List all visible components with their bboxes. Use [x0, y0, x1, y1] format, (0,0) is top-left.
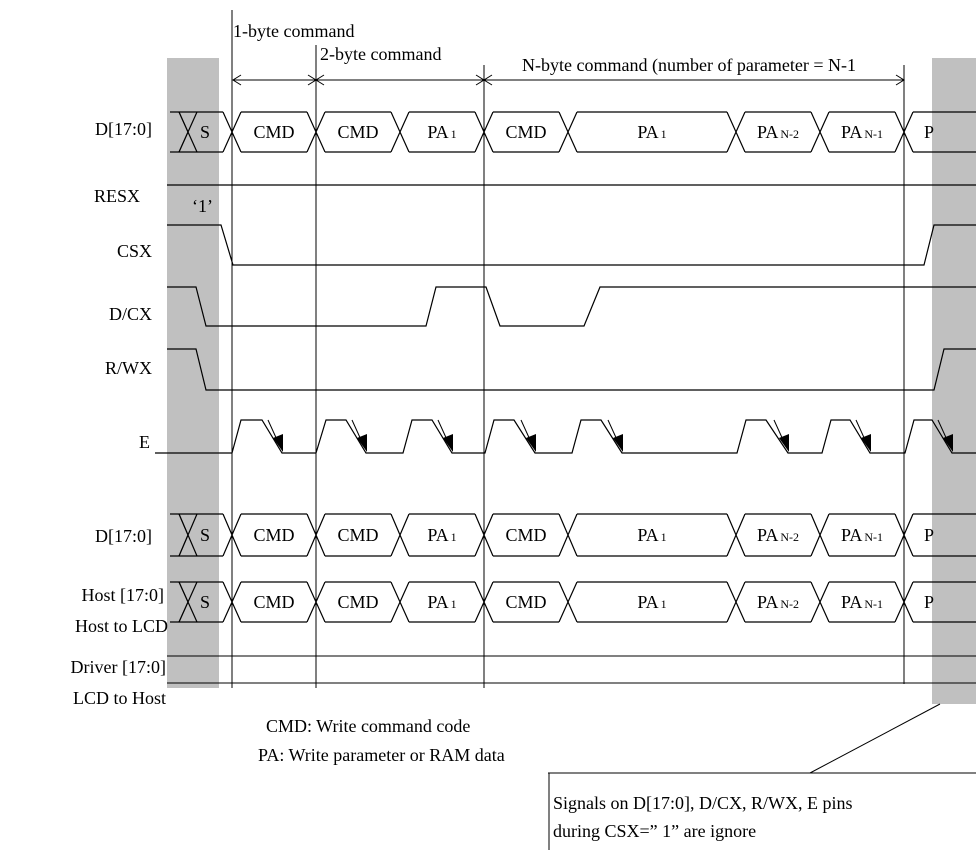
signal-label-driver-1: Driver [17:0]: [71, 657, 166, 677]
host-transition: [222, 581, 242, 623]
e-arrow-head: [526, 434, 536, 452]
host-transition: [894, 581, 914, 623]
bus-waveform-d-bottom: S CMD CMD PA 1 CMD PA 1 PA N-2 PA N-1 P: [170, 513, 976, 557]
d-top-transition: [810, 111, 830, 153]
shaded-region-end: [932, 58, 976, 704]
d-bottom-transition: [726, 513, 746, 557]
d-bottom-transition: [810, 513, 830, 557]
d-bottom-cell-cmd: CMD: [253, 525, 294, 545]
host-cell-pa: PA N-1: [841, 592, 883, 612]
e-arrow-head: [943, 434, 953, 452]
host-transition: [558, 581, 578, 623]
signal-label-host-2: Host to LCD: [75, 616, 168, 636]
d-bottom-cell-s: S: [200, 525, 210, 545]
host-lead: [178, 581, 189, 623]
d-bottom-transition: [390, 513, 410, 557]
header-1-byte-command: 1-byte command: [233, 21, 354, 41]
d-top-transition: [222, 111, 242, 153]
note-leader-line: [809, 703, 941, 774]
signal-label-dcx: D/CX: [109, 304, 152, 324]
d-bottom-transition: [474, 513, 494, 557]
header-2-byte-command: 2-byte command: [320, 44, 441, 64]
note-line-2: during CSX=” 1” are ignore: [553, 821, 756, 841]
csx-waveform: [167, 224, 976, 266]
host-cell-pa: PA 1: [427, 592, 456, 612]
d-top-cell-p: P: [924, 122, 934, 142]
d-bottom-cell-pa: PA 1: [637, 525, 666, 545]
d-top-transition: [894, 111, 914, 153]
d-top-cell-s: S: [200, 122, 210, 142]
d-bottom-transition: [558, 513, 578, 557]
command-boundaries: [231, 10, 905, 688]
dcx-waveform: [167, 286, 976, 327]
rwx-waveform: [167, 348, 976, 391]
d-bottom-cell-pa: PA N-2: [757, 525, 799, 545]
bus-waveform-host: S CMD CMD PA 1 CMD PA 1 PA N-2 PA N-1 P: [170, 581, 976, 623]
host-cell-cmd: CMD: [505, 592, 546, 612]
d-top-transition: [474, 111, 494, 153]
e-arrow-head: [357, 434, 367, 452]
shaded-region-start: [167, 58, 219, 688]
host-transition: [474, 581, 494, 623]
host-cell-cmd: CMD: [253, 592, 294, 612]
e-arrow-head: [443, 434, 453, 452]
d-top-cell-cmd: CMD: [505, 122, 546, 142]
d-bottom-transition: [222, 513, 242, 557]
e-edge-arrows: [267, 419, 953, 452]
d-top-cell-pa: PA N-1: [841, 122, 883, 142]
host-cell-p: P: [924, 592, 934, 612]
signal-label-resx: RESX: [94, 186, 140, 206]
signal-label-d-bottom: D[17:0]: [95, 526, 152, 546]
legend-cmd: CMD: Write command code: [266, 716, 470, 736]
host-transition: [306, 581, 326, 623]
d-top-cell-pa: PA 1: [637, 122, 666, 142]
e-arrow-head: [613, 434, 623, 452]
e-arrow-head: [779, 434, 789, 452]
d-top-transition: [558, 111, 578, 153]
d-bottom-cell-pa: PA 1: [427, 525, 456, 545]
host-cell-s: S: [200, 592, 210, 612]
d-bottom-cell-cmd: CMD: [337, 525, 378, 545]
host-transition: [726, 581, 746, 623]
e-waveform: [155, 419, 976, 454]
legend-pa: PA: Write parameter or RAM data: [258, 745, 505, 765]
signal-label-driver-2: LCD to Host: [73, 688, 166, 708]
header-n-byte-command: N-byte command (number of parameter = N-…: [522, 55, 856, 76]
d-top-transition: [390, 111, 410, 153]
e-arrow-head: [861, 434, 871, 452]
d-bottom-transition: [894, 513, 914, 557]
signal-label-rwx: R/WX: [105, 358, 152, 378]
d-top-lead: [178, 111, 189, 153]
d-bottom-cell-cmd: CMD: [505, 525, 546, 545]
host-cell-pa: PA N-2: [757, 592, 799, 612]
d-top-cell-pa: PA N-2: [757, 122, 799, 142]
host-transition: [390, 581, 410, 623]
d-bottom-transition: [306, 513, 326, 557]
d-top-cell-pa: PA 1: [427, 122, 456, 142]
d-top-transition: [306, 111, 326, 153]
host-cell-cmd: CMD: [337, 592, 378, 612]
signal-label-host-1: Host [17:0]: [82, 585, 165, 605]
resx-value-label: ‘1’: [192, 196, 213, 216]
signal-label-e: E: [139, 432, 150, 452]
d-bottom-lead: [178, 513, 189, 557]
host-transition: [810, 581, 830, 623]
d-bottom-cell-pa: PA N-1: [841, 525, 883, 545]
signal-label-d-top: D[17:0]: [95, 119, 152, 139]
note-line-1: Signals on D[17:0], D/CX, R/WX, E pins: [553, 793, 853, 813]
d-top-cell-cmd: CMD: [337, 122, 378, 142]
signal-label-csx: CSX: [117, 241, 152, 261]
e-arrow-head: [273, 434, 283, 452]
bus-waveform-d-top: S CMD CMD PA 1 CMD PA 1 PA N-2 PA N-1 P: [170, 111, 976, 153]
d-bottom-cell-p: P: [924, 525, 934, 545]
command-span-arrows: [232, 74, 905, 86]
d-top-cell-cmd: CMD: [253, 122, 294, 142]
host-cell-pa: PA 1: [637, 592, 666, 612]
d-top-transition: [726, 111, 746, 153]
bus-waveform-driver: [167, 655, 976, 684]
